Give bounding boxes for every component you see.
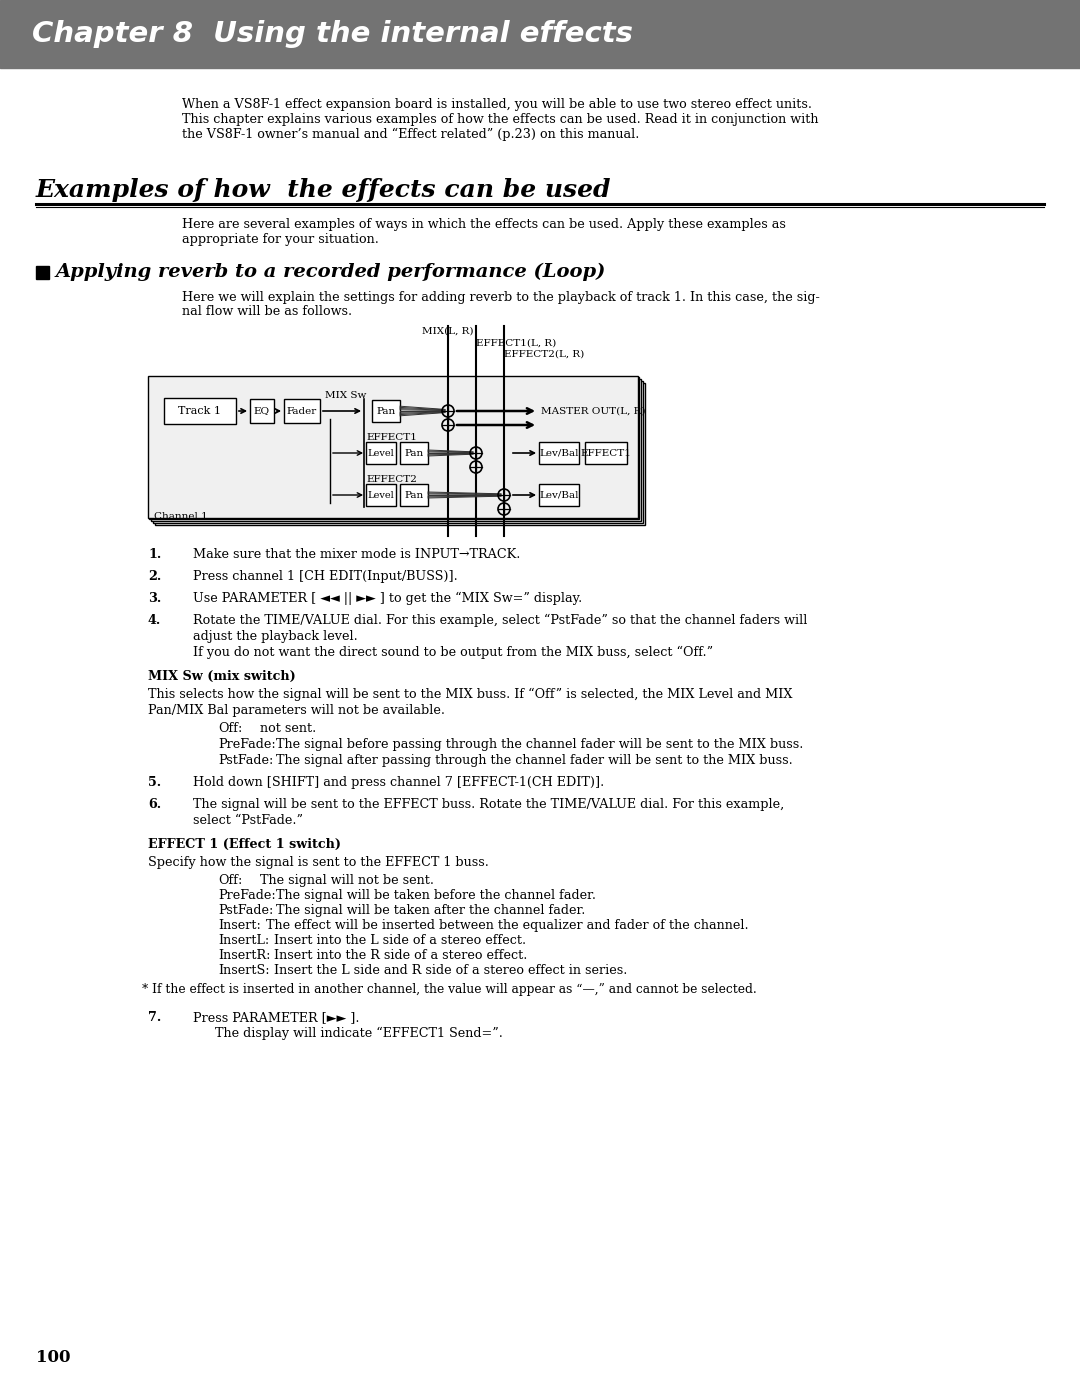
Text: Track 1: Track 1 (178, 407, 221, 416)
Bar (148, 376, 638, 518)
Bar (153, 381, 643, 522)
Text: Insert into the R side of a stereo effect.: Insert into the R side of a stereo effec… (274, 949, 527, 963)
Text: The signal will be sent to the EFFECT buss. Rotate the TIME/VALUE dial. For this: The signal will be sent to the EFFECT bu… (193, 798, 784, 812)
Text: EFFECT 1 (Effect 1 switch): EFFECT 1 (Effect 1 switch) (148, 838, 341, 851)
Text: This chapter explains various examples of how the effects can be used. Read it i: This chapter explains various examples o… (183, 113, 819, 126)
Text: * If the effect is inserted in another channel, the value will appear as “—,” an: * If the effect is inserted in another c… (141, 983, 757, 996)
Text: 7.: 7. (148, 1011, 161, 1024)
Text: Pan/MIX Bal parameters will not be available.: Pan/MIX Bal parameters will not be avail… (148, 704, 445, 717)
Text: The signal before passing through the channel fader will be sent to the MIX buss: The signal before passing through the ch… (276, 738, 804, 752)
Text: MIX Sw: MIX Sw (325, 391, 366, 400)
Bar (372, 400, 400, 422)
Bar (400, 483, 428, 506)
Bar (400, 441, 428, 464)
Text: not sent.: not sent. (260, 722, 316, 735)
Text: Here we will explain the settings for adding reverb to the playback of track 1. : Here we will explain the settings for ad… (183, 291, 820, 305)
Text: If you do not want the direct sound to be output from the MIX buss, select “Off.: If you do not want the direct sound to b… (193, 645, 713, 659)
Text: EFFECT1(L, R): EFFECT1(L, R) (476, 339, 556, 348)
Text: Off:: Off: (218, 722, 242, 735)
Text: EFFECT2: EFFECT2 (366, 475, 417, 483)
Text: PreFade:: PreFade: (218, 738, 275, 752)
Text: InsertL:: InsertL: (218, 935, 269, 947)
Text: 6.: 6. (148, 798, 161, 812)
Text: MIX(L, R): MIX(L, R) (422, 327, 474, 337)
Text: 3.: 3. (148, 592, 161, 605)
Text: Specify how the signal is sent to the EFFECT 1 buss.: Specify how the signal is sent to the EF… (148, 856, 489, 869)
Text: Rotate the TIME/VALUE dial. For this example, select “PstFade” so that the chann: Rotate the TIME/VALUE dial. For this exa… (193, 615, 808, 627)
Text: Fader: Fader (287, 407, 318, 415)
Bar (151, 379, 642, 521)
Text: adjust the playback level.: adjust the playback level. (193, 630, 357, 643)
Text: Pan: Pan (404, 490, 423, 500)
Text: EFFECT1: EFFECT1 (581, 448, 632, 457)
Text: the VS8F-1 owner’s manual and “Effect related” (p.23) on this manual.: the VS8F-1 owner’s manual and “Effect re… (183, 129, 639, 141)
Text: nal flow will be as follows.: nal flow will be as follows. (183, 305, 352, 319)
Text: Press PARAMETER [►► ].: Press PARAMETER [►► ]. (193, 1011, 360, 1024)
Text: The signal will not be sent.: The signal will not be sent. (260, 875, 434, 887)
Text: Use PARAMETER [ ◄◄ || ►► ] to get the “MIX Sw=” display.: Use PARAMETER [ ◄◄ || ►► ] to get the “M… (193, 592, 582, 605)
Text: EFFECT2(L, R): EFFECT2(L, R) (504, 351, 584, 359)
Text: PreFade:: PreFade: (218, 888, 275, 902)
Text: Pan: Pan (404, 448, 423, 457)
Text: Lev/Bal: Lev/Bal (539, 448, 579, 457)
Text: When a VS8F-1 effect expansion board is installed, you will be able to use two s: When a VS8F-1 effect expansion board is … (183, 98, 812, 110)
Text: 5.: 5. (148, 775, 161, 789)
Text: EQ: EQ (254, 407, 270, 415)
Text: PstFade:: PstFade: (218, 754, 273, 767)
Text: The signal will be taken after the channel fader.: The signal will be taken after the chann… (276, 904, 585, 916)
Text: This selects how the signal will be sent to the MIX buss. If “Off” is selected, : This selects how the signal will be sent… (148, 687, 793, 701)
Bar (0, 0, 1080, 68)
Bar (366, 441, 396, 464)
Text: InsertR:: InsertR: (218, 949, 270, 963)
Bar (164, 398, 237, 425)
Text: Off:: Off: (218, 875, 242, 887)
Text: Press channel 1 [CH EDIT(Input/BUSS)].: Press channel 1 [CH EDIT(Input/BUSS)]. (193, 570, 458, 583)
Text: MIX Sw (mix switch): MIX Sw (mix switch) (148, 671, 296, 683)
Text: PstFade:: PstFade: (218, 904, 273, 916)
Text: The display will indicate “EFFECT1 Send=”.: The display will indicate “EFFECT1 Send=… (215, 1027, 503, 1041)
Text: 100: 100 (36, 1350, 70, 1366)
Text: Level: Level (367, 490, 394, 500)
Bar (539, 441, 579, 464)
Bar (149, 377, 639, 520)
Text: Lev/Bal: Lev/Bal (539, 490, 579, 500)
Text: The signal will be taken before the channel fader.: The signal will be taken before the chan… (276, 888, 596, 902)
Text: The effect will be inserted between the equalizer and fader of the channel.: The effect will be inserted between the … (266, 919, 748, 932)
Text: InsertS:: InsertS: (218, 964, 270, 977)
Text: Here are several examples of ways in which the effects can be used. Apply these : Here are several examples of ways in whi… (183, 218, 786, 231)
Text: Insert into the L side of a stereo effect.: Insert into the L side of a stereo effec… (274, 935, 526, 947)
Text: select “PstFade.”: select “PstFade.” (193, 814, 303, 827)
Bar (539, 483, 579, 506)
Text: 1.: 1. (148, 548, 161, 562)
Text: 2.: 2. (148, 570, 161, 583)
Text: Chapter 8  Using the internal effects: Chapter 8 Using the internal effects (32, 20, 633, 47)
Text: EFFECT1: EFFECT1 (366, 433, 417, 441)
Text: Insert the L side and R side of a stereo effect in series.: Insert the L side and R side of a stereo… (274, 964, 627, 977)
FancyBboxPatch shape (0, 0, 1080, 68)
Bar (156, 383, 645, 525)
Bar (585, 441, 627, 464)
Text: Hold down [SHIFT] and press channel 7 [EFFECT-1(CH EDIT)].: Hold down [SHIFT] and press channel 7 [E… (193, 775, 604, 789)
Text: Channel 1: Channel 1 (154, 511, 207, 521)
Text: Pan: Pan (376, 407, 395, 415)
Text: appropriate for your situation.: appropriate for your situation. (183, 233, 379, 246)
Text: 4.: 4. (148, 615, 161, 627)
Text: Examples of how  the effects can be used: Examples of how the effects can be used (36, 177, 611, 203)
Bar (366, 483, 396, 506)
Text: Insert:: Insert: (218, 919, 261, 932)
Bar (36, 265, 49, 279)
Text: MASTER OUT(L, R): MASTER OUT(L, R) (541, 407, 646, 415)
Text: Make sure that the mixer mode is INPUT→TRACK.: Make sure that the mixer mode is INPUT→T… (193, 548, 521, 562)
Bar (249, 400, 274, 423)
Text: The signal after passing through the channel fader will be sent to the MIX buss.: The signal after passing through the cha… (276, 754, 793, 767)
Text: Level: Level (367, 448, 394, 457)
Text: Applying reverb to a recorded performance (Loop): Applying reverb to a recorded performanc… (56, 263, 606, 281)
Bar (284, 400, 320, 423)
